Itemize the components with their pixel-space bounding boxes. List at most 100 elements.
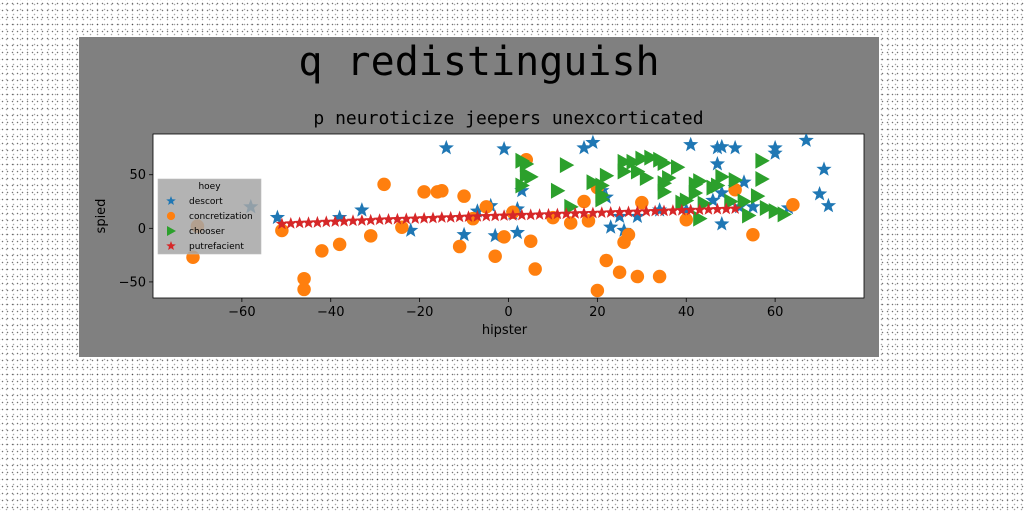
point-putrefacient [657,204,671,217]
y-tick-label: 50 [129,168,146,183]
data-layer [186,134,837,298]
point-descort [403,222,419,237]
point-chooser [515,177,530,194]
point-putrefacient [444,210,457,223]
point-concretization [452,239,467,254]
point-descort [727,139,743,155]
point-putrefacient [631,205,644,217]
point-chooser [657,183,673,200]
point-descort [487,227,503,243]
point-descort [820,197,837,213]
point-putrefacient [497,209,511,221]
point-chooser [715,168,730,185]
point-putrefacient [586,206,600,219]
point-chooser [559,157,575,174]
chart-suptitle: q redistinguish [298,39,660,85]
point-putrefacient [311,215,324,228]
point-concretization [315,244,329,258]
point-putrefacient [577,206,591,219]
point-concretization [679,213,693,227]
point-descort [496,141,512,156]
point-putrefacient [720,202,733,215]
point-descort [709,156,725,171]
x-tick-label: 20 [589,305,606,320]
point-concretization [630,269,645,284]
point-concretization [581,214,596,228]
point-chooser [670,159,686,176]
point-chooser [524,168,539,185]
point-concretization [621,228,636,242]
point-descort [576,139,592,155]
point-putrefacient [506,209,520,221]
point-putrefacient [595,206,608,218]
point-putrefacient [515,208,528,221]
point-putrefacient [542,207,555,220]
point-chooser [662,169,677,186]
point-putrefacient [391,212,404,225]
point-concretization [497,230,511,244]
x-tick-label: −20 [406,305,433,320]
scatter-chart: p neuroticize jeepers unexcorticated −60 −… [94,108,865,338]
point-putrefacient [489,209,502,222]
point-descort [269,209,285,225]
point-putrefacient [462,210,475,222]
point-chooser [693,210,708,227]
point-putrefacient [337,214,351,227]
x-tick-label: −60 [228,305,255,320]
point-chooser [635,150,650,167]
point-putrefacient [346,214,360,227]
point-concretization [332,237,347,252]
point-descort [612,208,628,223]
point-putrefacient [533,208,546,220]
point-descort [812,186,828,201]
point-concretization [488,249,502,263]
point-putrefacient [613,205,626,218]
point-putrefacient [711,202,724,215]
point-putrefacient [649,204,662,217]
y-tick-label: −50 [119,275,146,290]
point-concretization [599,253,614,268]
point-putrefacient [284,217,297,229]
point-concretization [297,282,311,297]
point-concretization [363,229,378,243]
chart-title: p neuroticize jeepers unexcorticated [313,108,703,129]
point-chooser [639,169,655,186]
point-descort [705,192,721,207]
point-descort [745,198,761,214]
point-descort [514,182,530,198]
point-putrefacient [560,207,573,220]
point-descort [354,202,370,217]
point-putrefacient [435,211,448,223]
point-concretization [377,177,391,192]
point-chooser [693,173,708,190]
x-tick-label: 40 [678,305,695,320]
point-chooser [630,163,646,180]
point-descort [332,209,348,225]
point-descort [816,161,832,176]
point-putrefacient [604,206,617,218]
point-putrefacient [675,203,688,216]
point-descort [585,134,601,149]
point-chooser [626,153,641,170]
point-chooser [737,193,753,210]
point-chooser [759,199,775,216]
point-putrefacient [666,204,680,216]
point-descort [767,145,783,160]
point-concretization [612,265,627,280]
point-chooser [768,203,784,220]
legend-label-putrefacient: putrefacient [189,242,244,252]
point-chooser [617,153,633,170]
point-putrefacient [409,212,422,224]
point-descort [456,226,472,242]
point-putrefacient [471,210,484,222]
point-chooser [777,206,793,223]
point-putrefacient [453,210,466,223]
point-concretization [435,184,449,198]
point-descort [714,138,730,154]
point-chooser [595,177,610,194]
x-tick-label: 60 [767,305,784,320]
point-chooser [550,182,566,199]
point-concretization [528,262,542,276]
point-putrefacient [684,203,697,216]
point-putrefacient [364,213,377,226]
